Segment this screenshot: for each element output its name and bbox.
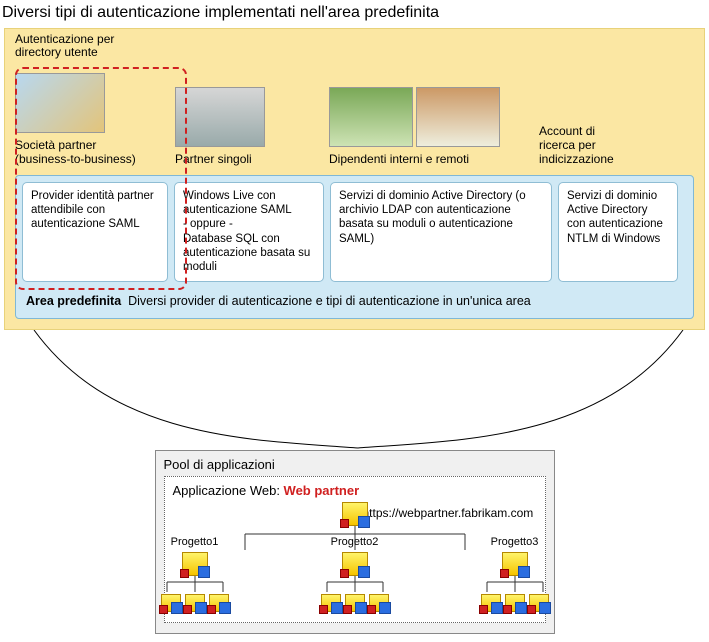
webapp-url: https://webpartner.fabrikam.com (363, 506, 534, 520)
leaf-icon (345, 594, 365, 612)
project-row: Progetto1 Pro (155, 552, 555, 612)
connector (4, 330, 705, 450)
project-1-label: Progetto1 (171, 536, 219, 548)
area-label: Area predefinita Diversi provider di aut… (22, 292, 687, 310)
site-tree: https://webpartner.fabrikam.com Progetto… (173, 502, 537, 612)
app-pool-box: Pool di applicazioni Applicazione Web: W… (155, 450, 555, 634)
webapp-prefix: Applicazione Web: (173, 483, 284, 498)
app-pool-title: Pool di applicazioni (164, 457, 546, 472)
leaves-2 (321, 594, 389, 612)
directory-label: Autenticazione per directory utente (15, 33, 114, 59)
leaf-icon (481, 594, 501, 612)
partner-company-label: Società partner (business-to-business) (15, 139, 136, 167)
default-area-box: Provider identità partner attendibile co… (15, 175, 694, 319)
employees-label: Dipendenti interni e remoti (329, 153, 469, 167)
single-partner-label: Partner singoli (175, 153, 252, 167)
leaf-icon (529, 594, 549, 612)
cluster-3: Progetto3 (475, 552, 555, 612)
project-3-label: Progetto3 (491, 536, 539, 548)
employees-image-1 (329, 87, 413, 147)
webapp-title: Applicazione Web: Web partner (173, 483, 537, 498)
col-single-partner: Partner singoli (175, 87, 319, 167)
webapp-box: Applicazione Web: Web partner https://we… (164, 476, 546, 623)
card-adds-ldap: Servizi di dominio Active Directory (o a… (330, 182, 552, 282)
page-title: Diversi tipi di autenticazione implement… (0, 0, 709, 28)
leaf-icon (161, 594, 181, 612)
webapp-name: Web partner (284, 483, 360, 498)
partner-company-image (15, 73, 105, 133)
lbl2: (business-to-business) (15, 152, 136, 166)
card-partner-saml: Provider identità partner attendibile co… (22, 182, 168, 282)
crawl-l3: indicizzazione (539, 152, 614, 166)
crawl-account-label: Account di ricerca per indicizzazione (539, 125, 614, 166)
leaf-icon (505, 594, 525, 612)
project-2-label: Progetto2 (331, 536, 379, 548)
col-crawl-account: Account di ricerca per indicizzazione (539, 119, 657, 166)
project-3-icon (502, 552, 528, 576)
directory-label-l1: Autenticazione per (15, 32, 114, 46)
leaves-3 (481, 594, 549, 612)
cluster-1: Progetto1 (155, 552, 235, 612)
leaves-1 (161, 594, 229, 612)
leaf-icon (185, 594, 205, 612)
leaf-icon (209, 594, 229, 612)
single-partner-image (175, 87, 265, 147)
auth-cards: Provider identità partner attendibile co… (22, 182, 687, 282)
project-2-icon (342, 552, 368, 576)
root-site-icon (342, 502, 368, 526)
card-live-sql: Windows Live con autenticazione SAML - o… (174, 182, 324, 282)
crawl-l2: ricerca per (539, 138, 596, 152)
col-partner-company: Società partner (business-to-business) (15, 73, 165, 167)
columns-row: Società partner (business-to-business) P… (15, 73, 694, 167)
lbl: Società partner (15, 138, 96, 152)
area-label-rest: Diversi provider di autenticazione e tip… (128, 294, 531, 308)
card-adds-ntlm: Servizi di dominio Active Directory con … (558, 182, 678, 282)
leaf-icon (369, 594, 389, 612)
leaf-icon (321, 594, 341, 612)
crawl-l1: Account di (539, 124, 595, 138)
col-employees: Dipendenti interni e remoti (329, 87, 529, 167)
project-1-icon (182, 552, 208, 576)
area-label-bold: Area predefinita (26, 294, 121, 308)
cluster-2: Progetto2 (315, 552, 395, 612)
directory-label-l2: directory utente (15, 45, 98, 59)
auth-panel: Autenticazione per directory utente Soci… (4, 28, 705, 330)
employees-image-2 (416, 87, 500, 147)
